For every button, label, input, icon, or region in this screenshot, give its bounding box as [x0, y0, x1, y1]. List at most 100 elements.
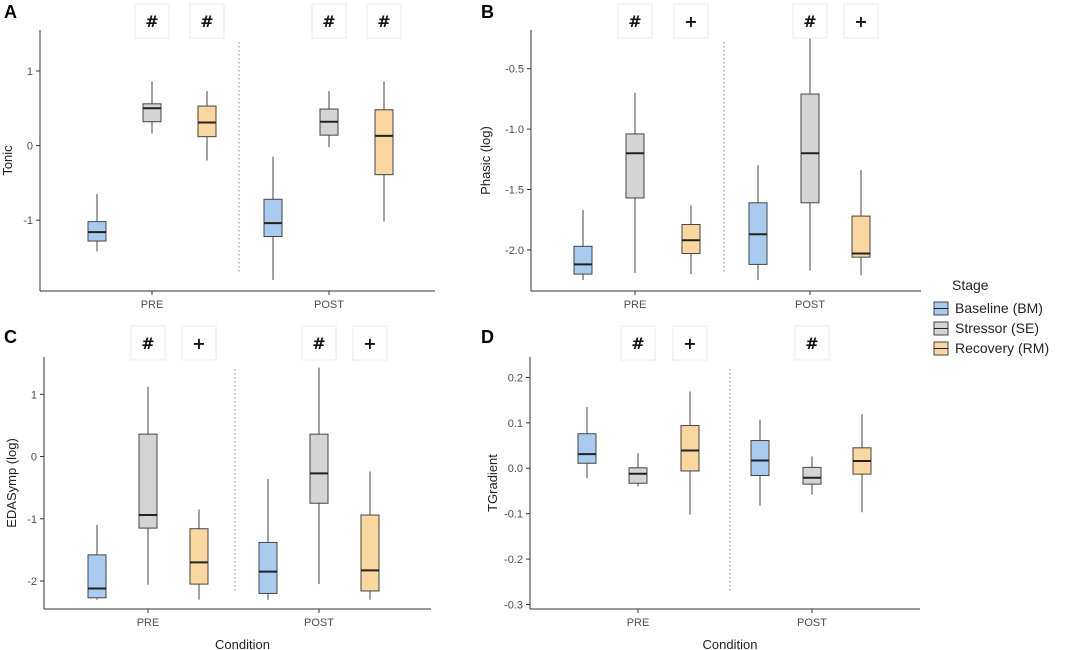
box-iqr: [197, 105, 217, 138]
box-iqr: [680, 425, 700, 472]
x-tick-label: PRE: [627, 617, 650, 629]
significance-symbol: +: [192, 334, 205, 353]
box-iqr: [138, 433, 158, 529]
significance-box: [843, 3, 879, 39]
significance-symbol: #: [141, 334, 154, 353]
significance-marker: #: [134, 3, 170, 39]
box-iqr: [851, 215, 871, 258]
significance-box: [181, 325, 217, 361]
significance-box: [617, 3, 653, 39]
box-iqr: [258, 541, 278, 594]
significance-symbol: #: [628, 12, 641, 31]
panel-label: C: [4, 327, 17, 347]
boxplot: [852, 414, 872, 513]
significance-box: [130, 325, 166, 361]
significance-marker: +: [673, 3, 709, 39]
x-tick-label: PRE: [141, 299, 164, 311]
significance-marker: #: [311, 3, 347, 39]
y-axis-title: Phasic (log): [478, 126, 493, 195]
legend-item: Recovery (RM): [933, 340, 1049, 356]
box-iqr: [577, 433, 597, 464]
legend: Stage Baseline (BM) Stressor (SE) Recovery …: [933, 277, 1049, 356]
box-iqr: [263, 198, 283, 238]
boxplot: [309, 367, 329, 585]
box-iqr: [142, 103, 162, 123]
legend-label: Recovery (RM): [955, 340, 1049, 356]
significance-symbol: +: [854, 12, 867, 31]
y-tick-label: -1: [23, 215, 33, 227]
y-tick-label: -1: [27, 514, 37, 526]
panel-a: A -1 0 1 Tonic PRE POST # # # #: [0, 2, 435, 311]
legend-item: Baseline (BM): [933, 300, 1043, 316]
box-iqr: [374, 109, 394, 176]
significance-symbol: #: [377, 12, 390, 31]
x-tick-label: POST: [314, 299, 344, 311]
box-iqr: [309, 433, 329, 504]
significance-box: [792, 3, 828, 39]
box-iqr: [189, 528, 209, 585]
y-axis-title: Tonic: [0, 145, 15, 176]
box-iqr: [625, 133, 645, 199]
y-tick-label: 1: [27, 66, 33, 78]
significance-box: [311, 3, 347, 39]
y-tick-label: -0.3: [504, 599, 523, 611]
significance-box: [794, 325, 830, 361]
significance-marker: #: [794, 325, 830, 361]
significance-box: [366, 3, 402, 39]
legend-title: Stage: [952, 277, 989, 293]
y-tick-label: -0.5: [505, 64, 524, 76]
boxplot: [87, 525, 107, 600]
boxplot: [360, 471, 380, 600]
y-tick-label: 1: [31, 389, 37, 401]
y-tick-label: -2: [27, 576, 37, 588]
significance-box: [673, 3, 709, 39]
y-tick-label: 0: [31, 452, 37, 464]
boxplot: [138, 386, 158, 585]
box-iqr: [360, 514, 380, 592]
y-tick-label: 0.2: [508, 372, 523, 384]
significance-marker: #: [189, 3, 225, 39]
boxplot: [573, 210, 593, 281]
significance-symbol: +: [363, 334, 376, 353]
box-iqr: [87, 554, 107, 599]
boxplot: [750, 419, 770, 506]
x-axis-title: Condition: [703, 637, 758, 650]
boxplot: [87, 194, 107, 252]
x-tick-label: PRE: [624, 299, 647, 311]
y-tick-label: -2.0: [505, 245, 524, 257]
y-axis-title: TGradient: [485, 454, 500, 512]
boxplot: [625, 92, 645, 273]
panel-c: C -2 -1 0 1 EDASymp (log) PRE POST Condition # + # +: [4, 325, 431, 650]
boxplot: [197, 91, 217, 161]
significance-box: [672, 325, 708, 361]
significance-box: [352, 325, 388, 361]
boxplot: [800, 33, 820, 271]
legend-item: Stressor (SE): [933, 320, 1039, 336]
significance-symbol: #: [312, 334, 325, 353]
y-tick-label: 0: [27, 141, 33, 153]
significance-symbol: #: [805, 334, 818, 353]
x-tick-label: POST: [797, 617, 827, 629]
y-axis-title: EDASymp (log): [4, 438, 19, 528]
x-tick-label: POST: [304, 617, 334, 629]
box-iqr: [802, 466, 822, 485]
panel-b: B -2.0 -1.5 -1.0 -0.5 Phasic (log) PRE POST # + # +: [478, 2, 921, 311]
significance-marker: #: [792, 3, 828, 39]
panel-label: A: [4, 2, 17, 22]
y-tick-label: -0.2: [504, 554, 523, 566]
boxplot: [851, 170, 871, 276]
significance-marker: #: [301, 325, 337, 361]
significance-symbol: #: [803, 12, 816, 31]
boxplot: [258, 478, 278, 600]
boxplot: [142, 81, 162, 134]
box-iqr: [750, 440, 770, 477]
significance-box: [134, 3, 170, 39]
significance-symbol: #: [322, 12, 335, 31]
y-tick-label: 0.0: [508, 463, 523, 475]
significance-marker: +: [181, 325, 217, 361]
significance-symbol: +: [683, 334, 696, 353]
significance-marker: #: [366, 3, 402, 39]
significance-box: [189, 3, 225, 39]
significance-symbol: +: [684, 12, 697, 31]
boxplot: [680, 391, 700, 515]
